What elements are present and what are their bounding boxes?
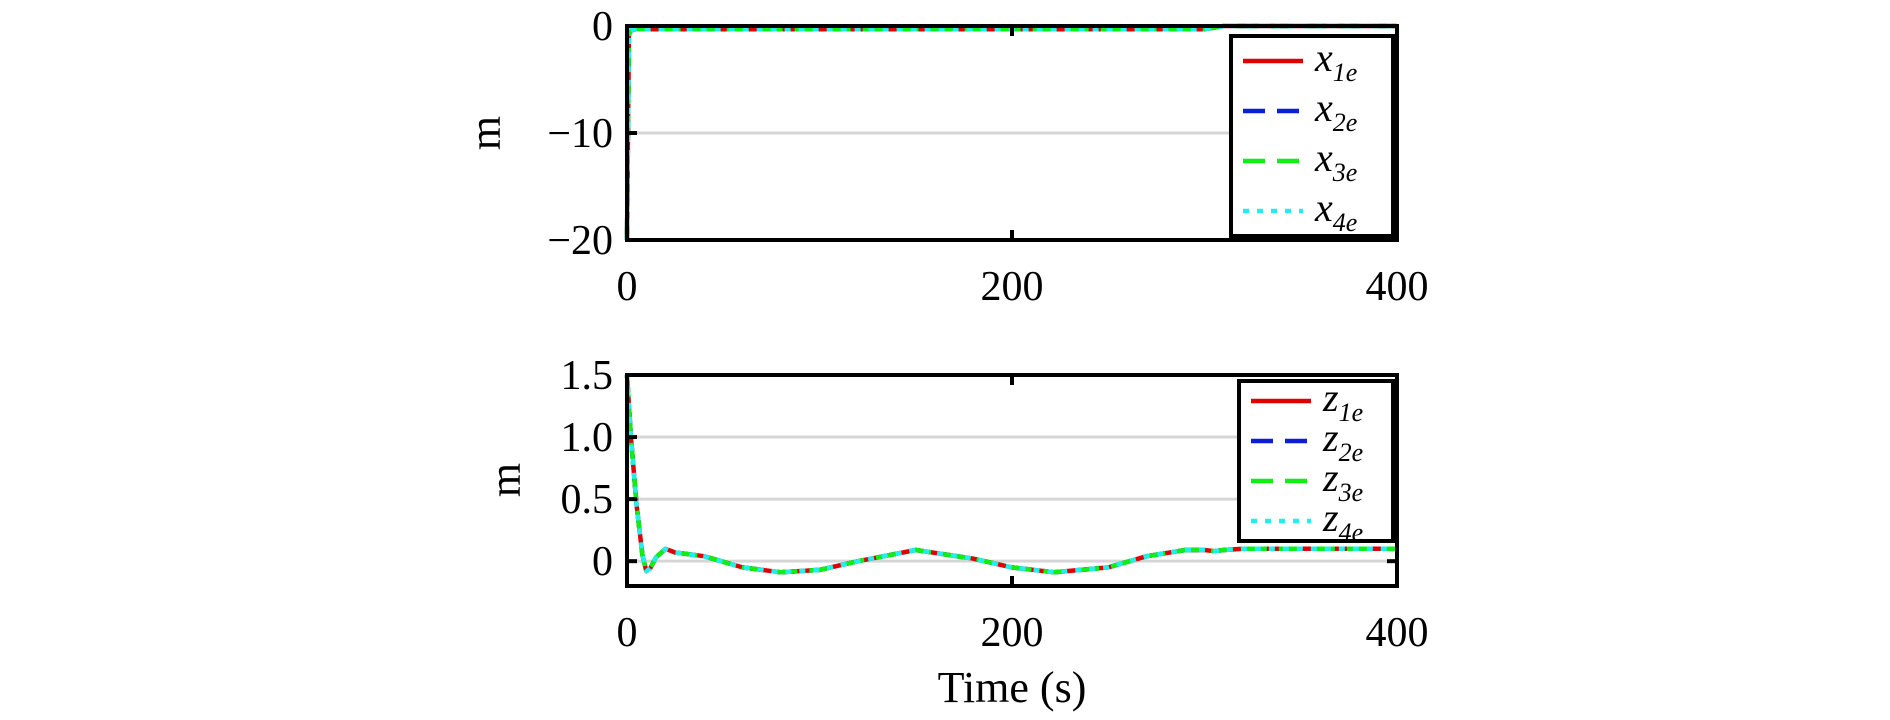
series-line-z4e — [624, 374, 1397, 575]
x-tick-label: 400 — [1366, 264, 1429, 310]
legend-label: z1e — [1322, 375, 1363, 427]
y-tick-label: 0 — [592, 539, 613, 585]
y-tick-label: −20 — [547, 218, 613, 264]
x-tick-label: 400 — [1366, 610, 1429, 656]
x-tick-label: 0 — [617, 264, 638, 310]
x-axis-label: Time (s) — [938, 663, 1087, 712]
y-tick-label: −10 — [547, 111, 613, 157]
series-line-x3e — [624, 23, 1397, 241]
legend-label: x2e — [1314, 85, 1357, 137]
y-axis-label: m — [461, 116, 510, 150]
x-tick-label: 0 — [617, 610, 638, 656]
series-line-z3e — [624, 374, 1397, 575]
x-tick-label: 200 — [981, 264, 1044, 310]
legend-label: x3e — [1314, 135, 1357, 187]
legend-label: z3e — [1322, 455, 1363, 507]
legend-label: x4e — [1314, 185, 1357, 237]
x-tick-label: 200 — [981, 610, 1044, 656]
legend-label: x1e — [1314, 35, 1357, 87]
y-tick-label: 0 — [592, 4, 613, 50]
y-tick-label: 1.5 — [561, 353, 614, 399]
legend-label: z2e — [1322, 415, 1363, 467]
legend-box — [1229, 34, 1395, 238]
legend-box — [1237, 379, 1395, 543]
y-tick-label: 0.5 — [561, 477, 614, 523]
y-tick-label: 1.0 — [561, 415, 614, 461]
y-axis-label: m — [481, 463, 530, 497]
legend-label: z4e — [1322, 495, 1363, 547]
